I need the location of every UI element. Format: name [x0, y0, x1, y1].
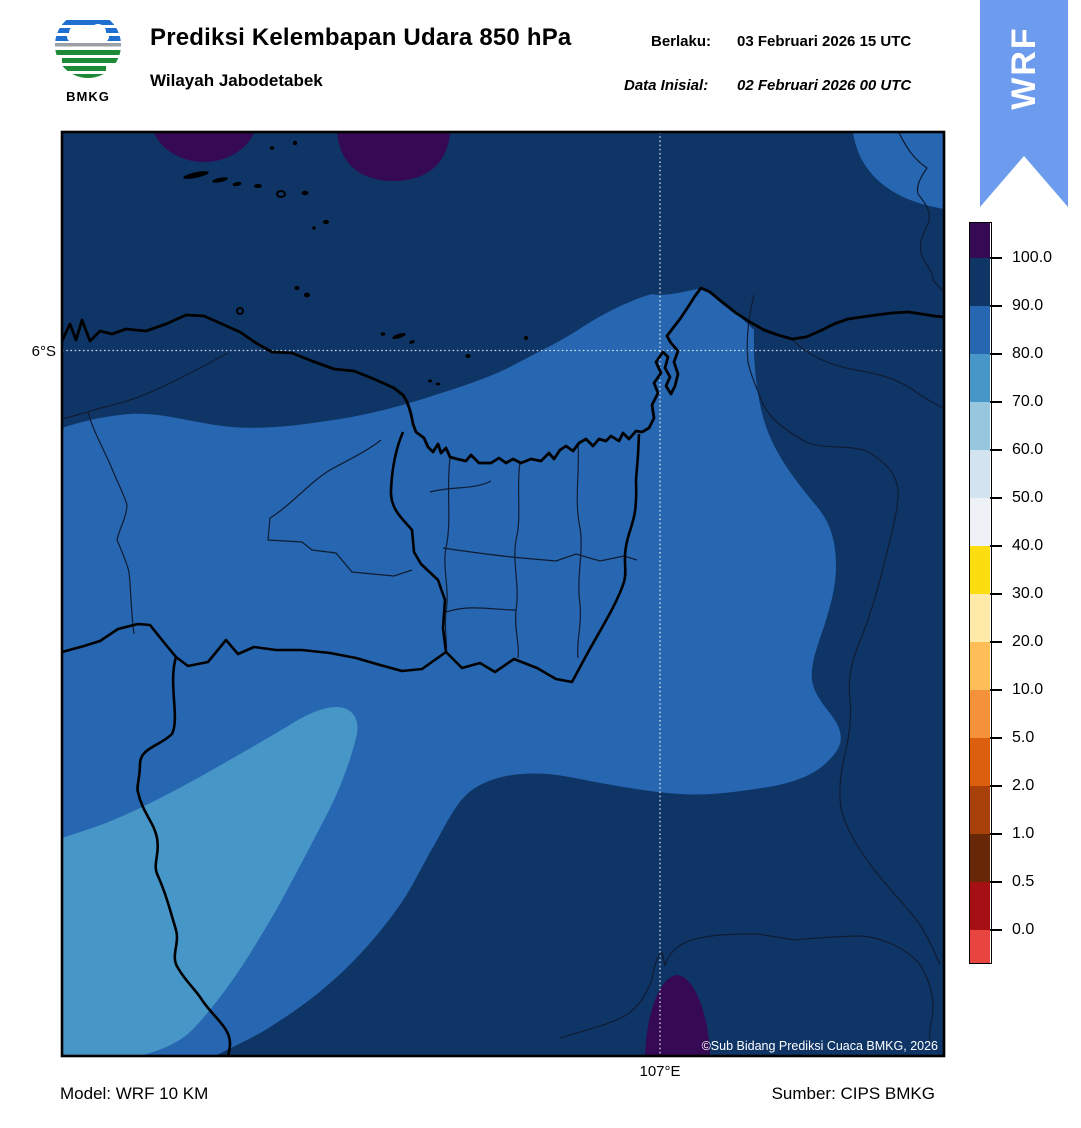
map-attribution: ©Sub Bidang Prediksi Cuaca BMKG, 2026: [702, 1039, 938, 1053]
source-caption: Sumber: CIPS BMKG: [771, 1084, 935, 1103]
lon-tick-label: 107°E: [639, 1063, 681, 1080]
region-rh-80-90-corner: [853, 132, 944, 209]
bmkg-logo-icon: [55, 12, 121, 78]
wrf-ribbon: WRF: [980, 0, 1068, 207]
province-boundaries: [62, 431, 641, 1056]
region-rh-70-80: [62, 706, 358, 1056]
valid-time-label: Berlaku:: [651, 33, 712, 50]
region-rh-90-100: [62, 132, 944, 1056]
islands: [183, 140, 528, 386]
map-frame: [60, 130, 946, 1058]
valid-time-value: 03 Februari 2026 15 UTC: [737, 33, 912, 50]
initial-data-label: Data Inisial:: [624, 77, 709, 94]
page-title: Prediksi Kelembapan Udara 850 hPa: [150, 24, 572, 51]
region-rh-100plus-bottom: [645, 975, 710, 1056]
coastline: [62, 286, 944, 465]
region-rh-100plus-top-left: [153, 132, 255, 162]
page-subtitle: Wilayah Jabodetabek: [150, 71, 323, 90]
model-caption: Model: WRF 10 KM: [60, 1084, 209, 1103]
initial-data-value: 02 Februari 2026 00 UTC: [737, 77, 912, 94]
bmkg-logo: BMKG: [52, 10, 124, 104]
district-boundaries: [62, 132, 944, 1045]
lat-tick-label: 6°S: [31, 343, 56, 360]
bmkg-logo-text: BMKG: [66, 89, 110, 104]
wrf-ribbon-banner: [980, 0, 1068, 207]
region-rh-100plus-top-mid: [337, 132, 450, 181]
wrf-ribbon-label: WRF: [1005, 26, 1043, 109]
